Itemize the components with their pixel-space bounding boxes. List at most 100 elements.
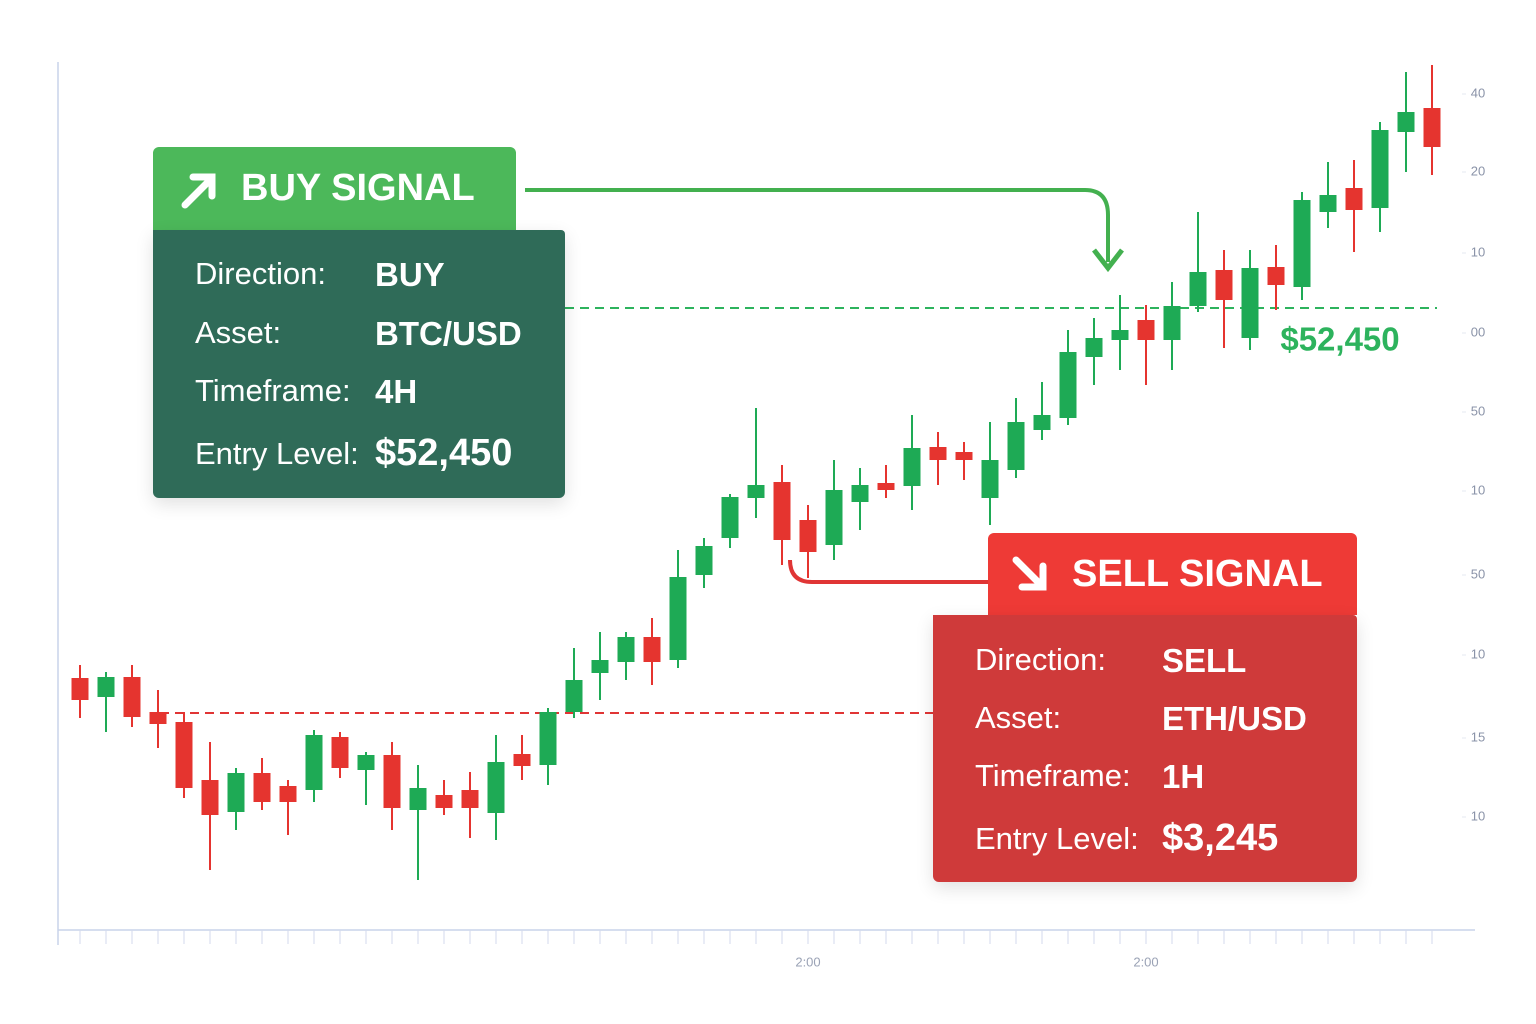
signal-row: Timeframe: 1H — [975, 758, 1204, 795]
candle-body — [305, 735, 323, 790]
candle-body — [1059, 352, 1077, 418]
signal-row: Direction: SELL — [975, 642, 1246, 679]
candle-body — [721, 497, 739, 538]
candle-body — [1215, 270, 1233, 300]
y-tick-label: 40 — [1471, 85, 1485, 100]
candle-body — [435, 795, 453, 808]
buy-arrowhead — [1092, 248, 1124, 273]
signal-row: Entry Level: $3,245 — [975, 817, 1278, 859]
candle-body — [539, 712, 557, 765]
signal-row: Entry Level: $52,450 — [195, 432, 512, 474]
candle-body — [955, 452, 973, 460]
candle-body — [253, 773, 271, 802]
candle-body — [1163, 306, 1181, 340]
candle-body — [1397, 112, 1415, 132]
y-tick-label: 10 — [1471, 244, 1485, 259]
sell-header: SELL SIGNAL — [988, 533, 1357, 615]
candle-body — [1267, 267, 1285, 285]
candle-body — [1345, 188, 1363, 210]
candle-body — [279, 786, 297, 802]
signal-row: Asset: ETH/USD — [975, 700, 1307, 737]
signal-row: Asset: BTC/USD — [195, 315, 522, 352]
candle-body — [149, 712, 167, 724]
candle-body — [1189, 272, 1207, 306]
candle-body — [1137, 320, 1155, 340]
sell-icon — [1012, 556, 1047, 591]
row-value: BUY — [375, 256, 445, 293]
candle-body — [747, 485, 765, 498]
candle-body — [851, 485, 869, 502]
y-tick-label: 00 — [1471, 324, 1485, 339]
x-tick-label: 2:00 — [795, 954, 820, 969]
y-tick-label: 50 — [1471, 403, 1485, 418]
row-value: SELL — [1162, 642, 1247, 679]
candle-body — [513, 754, 531, 766]
candle-body — [565, 680, 583, 712]
candle-body — [1111, 330, 1129, 340]
row-value: 4H — [375, 373, 418, 410]
row-label: Asset: — [195, 315, 282, 350]
candle-body — [591, 660, 609, 673]
candle-body — [825, 490, 843, 545]
candle-body — [487, 762, 505, 813]
buy-connector — [525, 188, 1110, 262]
candle-body — [981, 460, 999, 498]
y-tick-label: 10 — [1471, 646, 1485, 661]
row-label: Entry Level: — [975, 821, 1139, 856]
buy-icon — [181, 173, 216, 208]
candle-body — [903, 448, 921, 486]
candle-body — [669, 577, 687, 660]
candle-body — [1293, 200, 1311, 287]
row-label: Direction: — [975, 642, 1106, 677]
reference-label: $52,450 — [1280, 321, 1399, 358]
candle-body — [331, 737, 349, 768]
candle-body — [357, 755, 375, 770]
sell-body: Direction: SELL Asset: ETH/USD Timeframe: 1H E… — [933, 615, 1357, 882]
candle-body — [643, 637, 661, 662]
row-value: $52,450 — [375, 432, 513, 474]
candle-body — [461, 790, 479, 808]
candle-body — [1319, 195, 1337, 212]
candle-body — [877, 483, 895, 490]
signal-row: Direction: BUY — [195, 256, 445, 293]
y-tick-label: 15 — [1471, 729, 1485, 744]
row-value: 1H — [1162, 758, 1205, 795]
candle-body — [1241, 268, 1259, 338]
candle-body — [929, 447, 947, 460]
candle-body — [175, 722, 193, 788]
y-tick-label: 10 — [1471, 482, 1485, 497]
candle-body — [1371, 130, 1389, 208]
candle-body — [617, 637, 635, 662]
row-value: $3,245 — [1162, 817, 1279, 859]
candle-body — [227, 773, 245, 812]
row-label: Entry Level: — [195, 436, 359, 471]
candle-body — [799, 520, 817, 552]
buy-title: BUY SIGNAL — [241, 167, 475, 209]
candle-body — [383, 755, 401, 808]
candle-body — [71, 678, 89, 700]
candle-body — [1423, 108, 1441, 147]
sell-connector — [788, 559, 990, 584]
y-tick-label: 50 — [1471, 566, 1485, 581]
signal-row: Timeframe: 4H — [195, 373, 417, 410]
candle-body — [409, 788, 427, 810]
row-value: BTC/USD — [375, 315, 522, 352]
y-tick-label: 10 — [1471, 808, 1485, 823]
candle-body — [695, 546, 713, 575]
buy-body: Direction: BUY Asset: BTC/USD Timeframe: 4H En… — [153, 230, 565, 498]
candle-body — [97, 677, 115, 697]
candle-body — [1007, 422, 1025, 470]
row-label: Timeframe: — [195, 373, 351, 408]
row-label: Timeframe: — [975, 758, 1131, 793]
candle-body — [1033, 415, 1051, 430]
row-value: ETH/USD — [1162, 700, 1307, 737]
row-label: Direction: — [195, 256, 326, 291]
y-tick-label: 20 — [1471, 163, 1485, 178]
x-tick-label: 2:00 — [1133, 954, 1158, 969]
candle-body — [123, 677, 141, 717]
buy-header: BUY SIGNAL — [153, 147, 516, 230]
sell-title: SELL SIGNAL — [1072, 552, 1323, 595]
candle-body — [201, 780, 219, 815]
